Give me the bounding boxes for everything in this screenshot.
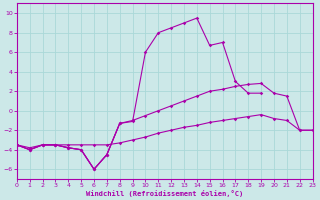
X-axis label: Windchill (Refroidissement éolien,°C): Windchill (Refroidissement éolien,°C) — [86, 190, 243, 197]
